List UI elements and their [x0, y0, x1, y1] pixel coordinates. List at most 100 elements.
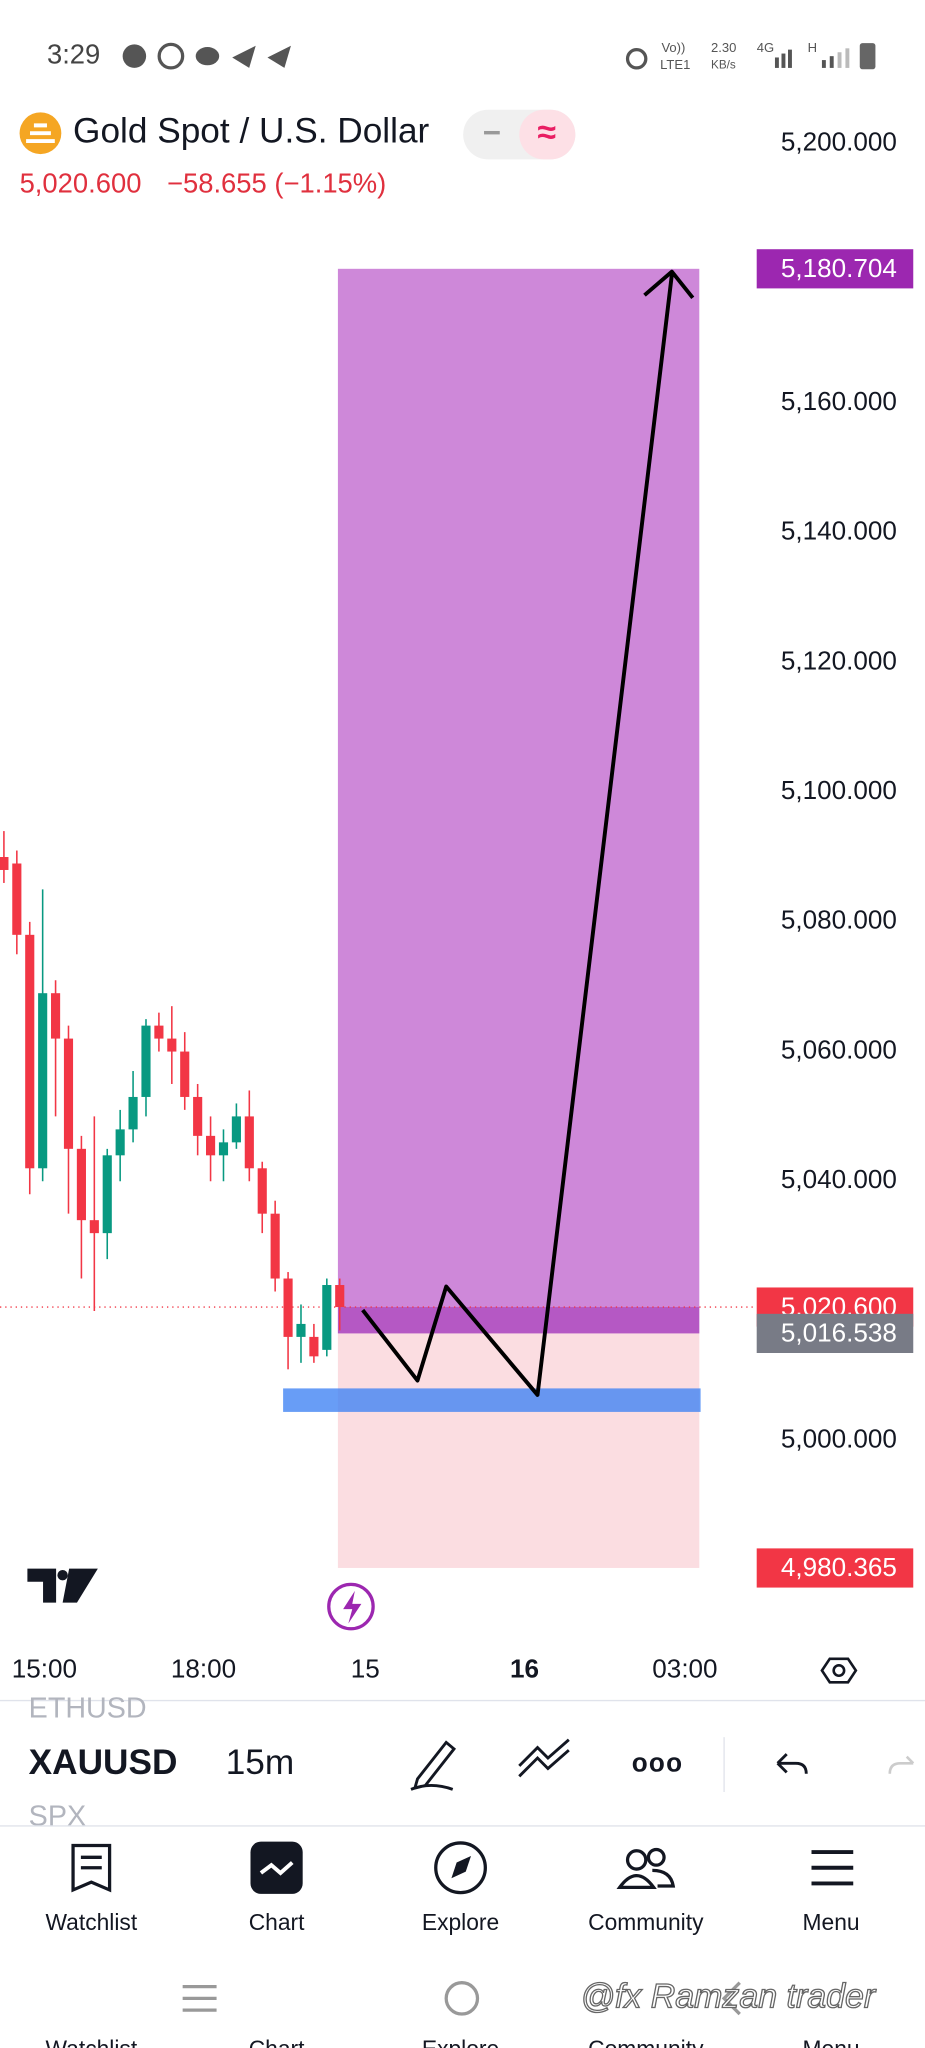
nav-label: Chart	[249, 1909, 305, 1935]
tv-logo	[27, 1568, 98, 1603]
explore-needle	[451, 1856, 471, 1879]
candle-body	[270, 1213, 280, 1279]
nav-label: Community	[588, 1909, 704, 1935]
toggle-minus[interactable]: −	[483, 115, 501, 150]
status-icons	[122, 42, 876, 70]
candle-body	[89, 1220, 99, 1234]
nav-label-ghost: Watchlist	[45, 2036, 137, 2048]
nav-label: Explore	[422, 1909, 499, 1935]
candle-body	[244, 1116, 254, 1169]
price-badge	[756, 249, 914, 289]
candle-body	[102, 1155, 112, 1234]
target-zone	[337, 268, 700, 1334]
price-badge	[756, 1313, 914, 1353]
nav-label: Watchlist	[45, 1909, 137, 1935]
candle-body	[38, 993, 48, 1169]
nav-label-ghost: Explore	[422, 2036, 499, 2048]
candle-body	[63, 1038, 74, 1149]
interval[interactable]: 15m	[226, 1743, 295, 1782]
toggle-active	[519, 109, 576, 160]
candle-body	[322, 1285, 332, 1350]
nav-label-ghost: Community	[588, 2036, 704, 2048]
x-tick-label: 03:00	[652, 1653, 717, 1683]
sys-back[interactable]	[721, 1981, 741, 2016]
price-badge	[756, 1548, 914, 1588]
y-tick-label: 5,100.000	[781, 775, 897, 805]
symbol[interactable]: XAUUSD	[29, 1743, 178, 1782]
undo-icon[interactable]	[776, 1753, 808, 1774]
candle-body	[167, 1038, 177, 1052]
support-zone	[283, 1388, 701, 1412]
watchlist-icon[interactable]	[71, 1843, 112, 1893]
status-gen: 4G	[757, 40, 774, 55]
gold-icon-bars	[26, 123, 55, 144]
price-badge-label: 5,016.538	[781, 1318, 897, 1348]
y-tick-label: 5,080.000	[781, 905, 897, 935]
candle-body	[115, 1129, 125, 1156]
candle-body	[12, 863, 22, 935]
projection-arrow	[361, 269, 695, 1397]
watermark: @fx Ramzan trader	[581, 1977, 877, 2015]
explore-icon[interactable]	[434, 1841, 487, 1895]
y-tick-label: 5,060.000	[781, 1034, 897, 1064]
nav-label-ghost: Chart	[249, 2036, 305, 2048]
chart-icon-line	[259, 1861, 294, 1876]
toggle-approx[interactable]: ≈	[537, 113, 556, 151]
price-badge-label: 5,180.704	[781, 253, 897, 283]
candle-body	[231, 1116, 241, 1143]
settings-icon[interactable]	[820, 1657, 858, 1684]
x-axis: 15:00 18:00 15 16 03:00	[12, 1653, 718, 1683]
nav-label: Menu	[803, 1909, 860, 1935]
candle-body	[180, 1051, 190, 1097]
status-network: Vo))	[661, 40, 685, 55]
y-tick-label: 5,160.000	[781, 386, 897, 416]
lightning-button[interactable]	[327, 1582, 375, 1631]
sys-recent[interactable]	[182, 1984, 217, 2012]
header-price: 5,020.600	[20, 168, 142, 199]
candle-body	[206, 1135, 216, 1156]
candle-body	[193, 1096, 203, 1136]
y-tick-label: 5,000.000	[781, 1424, 897, 1454]
candle-body	[0, 857, 9, 870]
nav-label-ghost: Menu	[803, 2036, 860, 2048]
header-change: −58.655 (−1.15%)	[167, 168, 386, 199]
symbol-title: Gold Spot / U.S. Dollar	[73, 112, 429, 151]
candle-body	[283, 1278, 293, 1337]
y-tick-label: 5,040.000	[781, 1164, 897, 1194]
settings-icon-center	[832, 1663, 846, 1678]
status-lte: LTE1	[660, 57, 690, 72]
community-icon[interactable]	[616, 1847, 676, 1889]
candle-body	[25, 934, 35, 1169]
more-button[interactable]: ooo	[632, 1747, 684, 1777]
candle-body	[141, 1025, 151, 1097]
x-tick-label: 16	[510, 1653, 539, 1683]
entry-band	[337, 1307, 700, 1334]
x-tick-label: 15	[351, 1653, 380, 1683]
nav-labels: Watchlist Watchlist Chart Chart Explore Explo…	[45, 1909, 859, 2048]
candle-body	[335, 1285, 345, 1308]
sys-home[interactable]	[444, 1981, 480, 2016]
y-tick-label: 5,200.000	[781, 127, 897, 157]
x-tick-label: 15:00	[12, 1653, 77, 1683]
candle-body	[128, 1096, 138, 1130]
candle-body	[257, 1168, 267, 1214]
x-tick-label: 18:00	[171, 1653, 236, 1683]
price-badge-label: 4,980.365	[781, 1552, 897, 1582]
status-speed: 2.30	[711, 40, 736, 55]
menu-icon[interactable]	[811, 1850, 854, 1886]
draw-icon[interactable]	[410, 1740, 457, 1791]
stop-zone	[337, 1333, 700, 1568]
candle-body	[218, 1142, 229, 1156]
lines-icon[interactable]	[518, 1738, 570, 1778]
candle-body	[296, 1323, 306, 1337]
status-speed-unit: KB/s	[711, 58, 736, 71]
symbol-above[interactable]: ETHUSD	[29, 1692, 147, 1724]
symbol-below[interactable]: SPX	[29, 1801, 86, 1833]
plot: 5,200.000 5,160.000 5,140.000 5,120.000 5,10…	[0, 127, 914, 1588]
tv-logo-dot	[57, 1569, 68, 1581]
status-time: 3:29	[47, 38, 100, 69]
candle-body	[51, 993, 61, 1039]
redo-icon[interactable]	[888, 1755, 915, 1774]
